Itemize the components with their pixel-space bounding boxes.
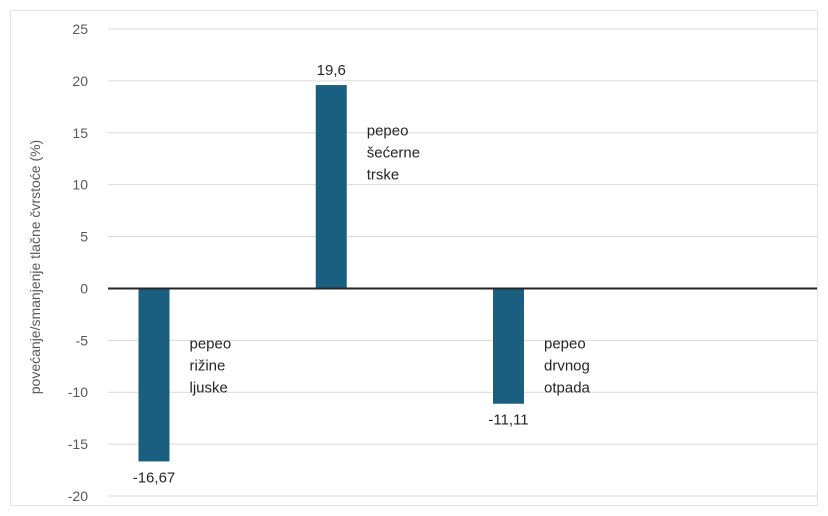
category-label-line: trske	[367, 166, 400, 183]
bar	[315, 85, 347, 289]
y-tick-label: -20	[68, 488, 88, 504]
gridlines	[108, 28, 817, 497]
chart-area-border	[10, 10, 818, 506]
category-labels: pepeo rižine ljuske pepeo šećerne trske pepeo d…	[190, 122, 591, 396]
y-tick-label: 5	[80, 229, 88, 245]
y-tick-label: 20	[72, 73, 88, 89]
data-label: -11,11	[488, 412, 528, 429]
data-label: -16,67	[133, 469, 176, 486]
category-label-line: šećerne	[367, 144, 420, 161]
category-label-line: drvnog	[544, 357, 590, 374]
y-tick-label: -15	[68, 436, 88, 452]
y-tick-label: 0	[80, 280, 88, 296]
category-label: pepeo šećerne trske	[367, 122, 420, 183]
category-label-line: pepeo	[544, 335, 586, 352]
category-label-line: pepeo	[190, 335, 232, 352]
category-label: pepeo rižine ljuske	[190, 335, 232, 396]
bar	[493, 288, 524, 404]
y-tick-label: 10	[72, 177, 88, 193]
category-label-line: otpada	[544, 379, 591, 396]
bars	[138, 85, 524, 462]
y-tick-label: 25	[72, 21, 88, 37]
data-label: 19,6	[317, 62, 346, 79]
y-tick-label: -5	[76, 332, 89, 348]
category-label-line: pepeo	[367, 122, 409, 139]
category-label: pepeo drvnog otpada	[544, 335, 591, 396]
category-label-line: ljuske	[190, 379, 228, 396]
y-tick-label: -10	[68, 384, 88, 400]
y-axis-ticks: 25 20 15 10 5 0 -5 -10 -15 -20	[68, 21, 88, 504]
category-label-line: rižine	[190, 357, 226, 374]
y-axis-label: povećanje/smanjenje tlačne čvrstoće (%)	[27, 140, 43, 394]
data-labels: -16,67 19,6 -11,11	[133, 62, 529, 486]
y-tick-label: 15	[72, 125, 88, 141]
bar	[138, 288, 170, 462]
